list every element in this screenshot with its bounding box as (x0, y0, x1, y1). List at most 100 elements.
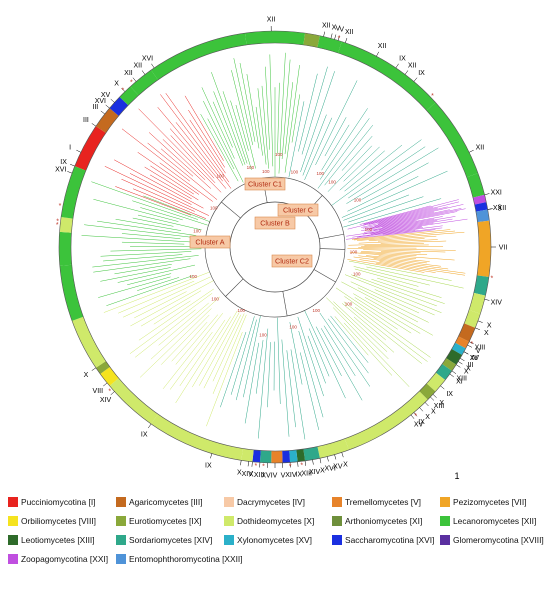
tree-branch (347, 176, 419, 212)
ring-label-tick (330, 33, 333, 39)
tree-branch (150, 296, 221, 360)
ring-inner-outline (70, 42, 480, 452)
ring-label: XII (134, 62, 143, 69)
tree-branch (161, 314, 210, 365)
ring-segment (151, 414, 244, 461)
tree-branch (158, 302, 209, 346)
legend-swatch (440, 496, 450, 507)
tree-branch (114, 159, 204, 209)
tree-branch (289, 322, 303, 385)
ring-label: X (237, 470, 242, 477)
bootstrap-value: 100 (289, 325, 297, 330)
tree-branch (378, 238, 425, 242)
ring-label-tick (121, 87, 126, 92)
ring-label: XV (333, 464, 343, 471)
ring-label: X (425, 414, 430, 421)
tree-branch (361, 204, 464, 228)
tree-branch (188, 109, 225, 168)
ring-label: X (343, 461, 348, 468)
tree-branch (246, 74, 260, 149)
tree-branch (278, 52, 286, 174)
ring-segment (466, 173, 485, 198)
tree-branch (348, 243, 424, 246)
ring-segment (244, 30, 306, 45)
tree-branch (308, 328, 330, 377)
ring-label-tick (110, 98, 115, 103)
tree-branch (103, 272, 210, 313)
bootstrap-value: 100 (247, 165, 255, 170)
tree-branch (359, 205, 431, 225)
tree-branch (368, 235, 437, 241)
legend-label: Leotiomycetes [XIII] (21, 534, 95, 545)
ring-segment (442, 358, 457, 371)
tree-branch (321, 124, 350, 171)
ring-label: IX (205, 463, 212, 470)
tree-branch (307, 335, 326, 384)
tree-branch (139, 308, 212, 378)
legend-label: Saccharomycotina [XVI] (345, 534, 435, 545)
tree-branch (353, 316, 395, 353)
legend-item: Leotiomycetes [XIII] (8, 534, 116, 545)
bootstrap-value: 100 (345, 301, 353, 306)
ring-label: X (249, 471, 254, 478)
ring-label-tick (304, 460, 307, 466)
scale-bar: 1 (454, 471, 459, 480)
tree-branch (323, 325, 356, 377)
tree-branch (366, 266, 464, 289)
tree-branch (343, 198, 442, 228)
ring-label: X (84, 372, 89, 379)
tree-branch (315, 80, 358, 166)
legend-item: Sordariomycetes [XIV] (116, 534, 224, 545)
ring-segment (472, 194, 487, 205)
asterisk-marker: * (338, 36, 341, 43)
scale-bar-label: 1 (454, 471, 459, 480)
ring-label-tick (319, 458, 322, 464)
legend-item: Eurotiomycetes [IX] (116, 515, 224, 526)
tree-branch (364, 297, 433, 336)
ring-label: XIV (491, 300, 503, 307)
tree-branch (132, 217, 174, 227)
legend-label: Pucciniomycotina [I] (21, 496, 96, 507)
tree-branch (115, 186, 192, 216)
ring-label-tick (103, 382, 108, 387)
legend-swatch (8, 534, 18, 545)
ring-label-tick (475, 327, 481, 331)
ring-label: X (320, 468, 325, 475)
tree-branch (175, 316, 231, 404)
ring-segment (282, 450, 291, 463)
tree-branch (93, 199, 179, 222)
ring-label: V (281, 472, 286, 479)
ring-segment (151, 33, 247, 80)
tree-branch (130, 280, 214, 327)
tree-branch (91, 181, 199, 220)
ring-segment (303, 33, 320, 48)
ring-label: IV (471, 355, 478, 362)
ring-label: IX (141, 431, 148, 438)
tree-branch (346, 147, 439, 204)
tree-branch (127, 273, 172, 286)
ring-label-tick (69, 163, 75, 167)
tree-branch (327, 318, 369, 374)
asterisk-marker: * (130, 80, 133, 87)
ring-label-tick (327, 456, 329, 462)
ring-label: XII (378, 43, 387, 50)
ring-label-tick (312, 459, 314, 465)
ring-label: IX (418, 419, 425, 426)
ring-labels: XIIXIIXIIXVIXIIXVXXIIVIIIXVIIIIIVXXIIIXX… (55, 17, 507, 480)
ring-segment (130, 70, 158, 96)
ring-label: XIII (434, 403, 445, 410)
tree-branch (288, 101, 305, 178)
tree-branch (92, 255, 199, 268)
legend-swatch (116, 515, 126, 526)
tree-arc (250, 300, 321, 318)
ring-label-tick (458, 361, 463, 365)
tree-branch (81, 235, 205, 244)
bootstrap-value: 100 (210, 206, 218, 211)
tree-branch (379, 261, 466, 274)
tree-branch (364, 208, 466, 230)
legend-label: Sordariomycetes [XIV] (129, 534, 213, 545)
tree-branch (281, 339, 290, 437)
ring-label: III (468, 362, 474, 369)
tree-branch (129, 173, 192, 205)
tree-branch (140, 207, 183, 221)
